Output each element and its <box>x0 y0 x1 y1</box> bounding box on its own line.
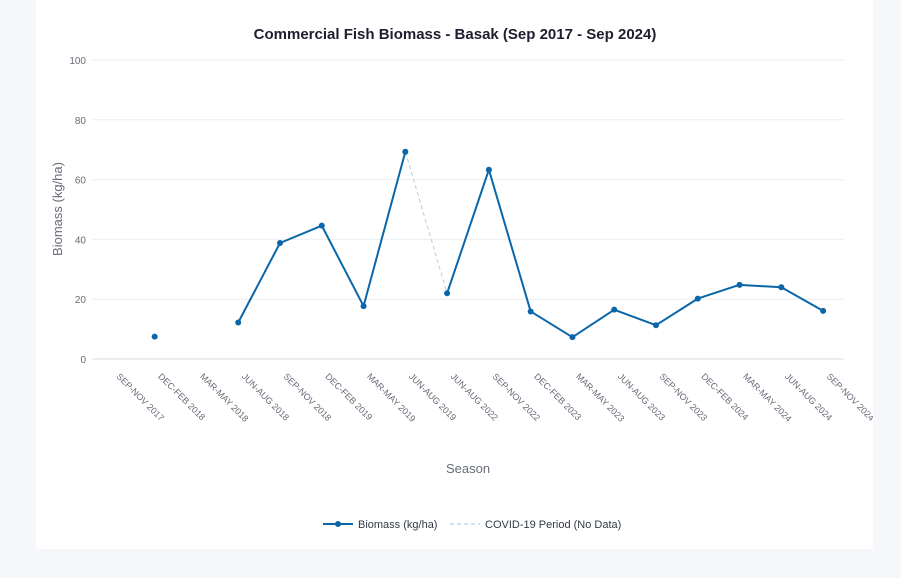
legend-item-covid[interactable]: COVID-19 Period (No Data) <box>450 519 621 531</box>
data-point[interactable] <box>235 319 242 326</box>
data-point[interactable] <box>736 281 743 288</box>
data-point[interactable] <box>694 295 701 302</box>
chart-title: Commercial Fish Biomass - Basak (Sep 201… <box>254 26 657 43</box>
chart-card: Commercial Fish Biomass - Basak (Sep 201… <box>36 0 873 549</box>
biomass-line-segment <box>446 168 824 339</box>
legend-item-biomass[interactable]: Biomass (kg/ha) <box>323 519 437 531</box>
legend: Biomass (kg/ha) COVID-19 Period (No Data… <box>323 519 621 531</box>
y-tick-label: 60 <box>75 176 87 187</box>
data-point[interactable] <box>485 166 492 173</box>
data-point[interactable] <box>569 334 576 341</box>
data-point[interactable] <box>360 303 367 310</box>
covid-gap-line <box>404 151 448 294</box>
data-point[interactable] <box>402 148 409 155</box>
gridlines <box>92 59 844 300</box>
y-axis-ticks: 0 20 40 60 80 100 <box>69 56 86 366</box>
data-point[interactable] <box>277 239 283 246</box>
legend-label-covid: COVID-19 Period (No Data) <box>485 519 621 531</box>
y-axis-title: Biomass (kg/ha) <box>50 162 65 256</box>
data-point[interactable] <box>820 307 827 314</box>
y-tick-label: 20 <box>75 295 87 306</box>
biomass-line-segment <box>237 151 407 323</box>
data-point[interactable] <box>527 308 534 315</box>
y-tick-label: 80 <box>75 116 87 127</box>
data-point[interactable] <box>653 322 659 329</box>
data-point[interactable] <box>778 284 785 291</box>
y-tick-label: 0 <box>80 355 86 366</box>
y-tick-label: 40 <box>75 235 87 246</box>
series-layer <box>151 148 827 341</box>
x-axis-title: Season <box>446 461 490 476</box>
y-tick-label: 100 <box>69 56 86 67</box>
biomass-line-chart: Commercial Fish Biomass - Basak (Sep 201… <box>50 26 873 531</box>
data-point[interactable] <box>151 333 158 340</box>
legend-label-biomass: Biomass (kg/ha) <box>358 519 437 531</box>
data-point[interactable] <box>444 290 451 297</box>
data-point[interactable] <box>318 222 325 229</box>
legend-marker-biomass <box>335 521 341 527</box>
data-point[interactable] <box>611 306 618 313</box>
